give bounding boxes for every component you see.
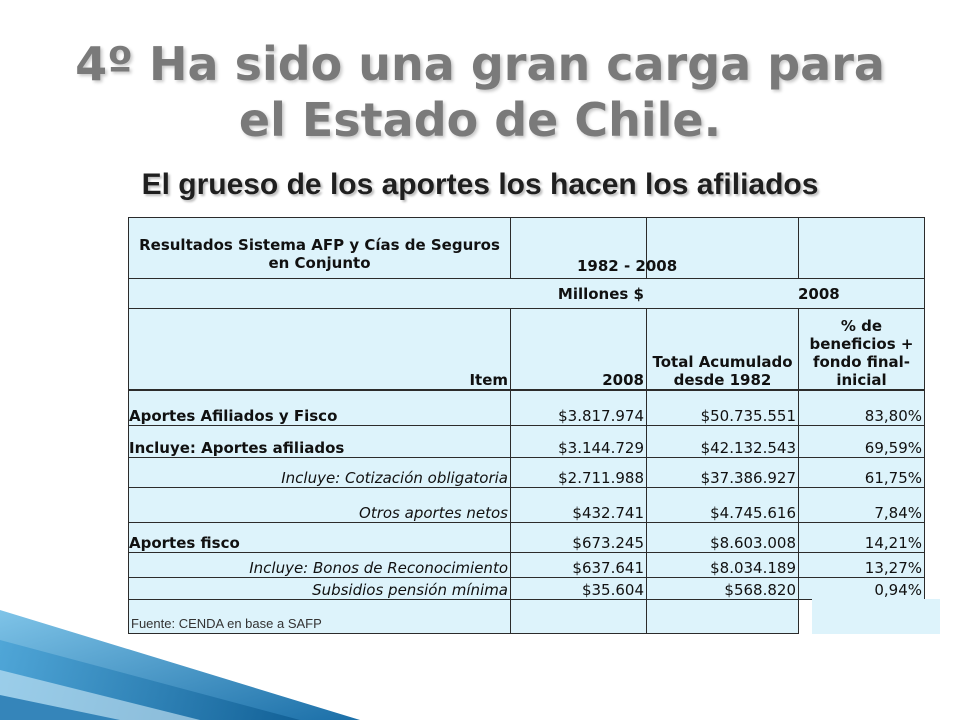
table-unit: Millones $ bbox=[557, 284, 644, 303]
table-header-label: Resultados Sistema AFP y Cías de Seguros… bbox=[128, 217, 511, 279]
table-cell-total: $568.820 bbox=[646, 577, 799, 600]
table-year: 2008 bbox=[798, 284, 840, 303]
col-header-item: Item bbox=[128, 308, 511, 390]
table-period: 1982 - 2008 bbox=[577, 257, 678, 275]
table-cell-pct: 7,84% bbox=[798, 487, 925, 523]
corner-decoration bbox=[0, 610, 360, 720]
slide-subtitle: El grueso de los aportes los hacen los a… bbox=[141, 168, 819, 201]
header-cell-total-top bbox=[646, 217, 799, 279]
slide-title-line1: 4º Ha sido una gran carga para bbox=[75, 37, 885, 91]
slide-title: 4º Ha sido una gran carga para el Estado… bbox=[0, 36, 960, 148]
table-cell-pct: 0,94% bbox=[798, 577, 925, 600]
table-cell-v2008: $35.604 bbox=[510, 577, 647, 600]
table-cell-pct: 69,59% bbox=[798, 425, 925, 458]
table-cell-v2008: $3.817.974 bbox=[510, 390, 647, 426]
table-cell-item: Incluye: Cotización obligatoria bbox=[128, 457, 511, 488]
table-cell-item: Subsidios pensión mínima bbox=[128, 577, 511, 600]
table-cell-total: $42.132.543 bbox=[646, 425, 799, 458]
col-header-pct: % de beneficios + fondo final-inicial bbox=[798, 308, 925, 390]
table-cell-total: $50.735.551 bbox=[646, 390, 799, 426]
table-cell-total: $8.603.008 bbox=[646, 522, 799, 553]
table-cell-pct: 13,27% bbox=[798, 552, 925, 578]
table-cell-pct: 61,75% bbox=[798, 457, 925, 488]
table-cell-v2008: $3.144.729 bbox=[510, 425, 647, 458]
table-cell-total: $4.745.616 bbox=[646, 487, 799, 523]
table-cell-item: Aportes fisco bbox=[128, 522, 511, 553]
table-cell-v2008: $637.641 bbox=[510, 552, 647, 578]
col-header-2008: 2008 bbox=[510, 308, 647, 390]
col-header-total: Total Acumulado desde 1982 bbox=[646, 308, 799, 390]
slide-title-line2: el Estado de Chile. bbox=[238, 93, 722, 147]
table-cell-item: Aportes Afiliados y Fisco bbox=[128, 390, 511, 426]
header-cell-pct-top bbox=[798, 217, 925, 279]
table-cell-v2008: $673.245 bbox=[510, 522, 647, 553]
table-cell-v2008: $2.711.988 bbox=[510, 457, 647, 488]
table-source: Fuente: CENDA en base a SAFP bbox=[128, 599, 511, 634]
table-cell-item: Otros aportes netos bbox=[128, 487, 511, 523]
table-cell-item: Incluye: Aportes afiliados bbox=[128, 425, 511, 458]
table-cell-pct: 14,21% bbox=[798, 522, 925, 553]
table-cell-v2008: $432.741 bbox=[510, 487, 647, 523]
source-cell-total bbox=[646, 599, 799, 634]
table-cell-pct: 83,80% bbox=[798, 390, 925, 426]
table-cell-total: $37.386.927 bbox=[646, 457, 799, 488]
table-cell-item: Incluye: Bonos de Reconocimiento bbox=[128, 552, 511, 578]
source-cell-pct bbox=[812, 599, 940, 634]
source-cell-2008 bbox=[510, 599, 647, 634]
table-cell-total: $8.034.189 bbox=[646, 552, 799, 578]
